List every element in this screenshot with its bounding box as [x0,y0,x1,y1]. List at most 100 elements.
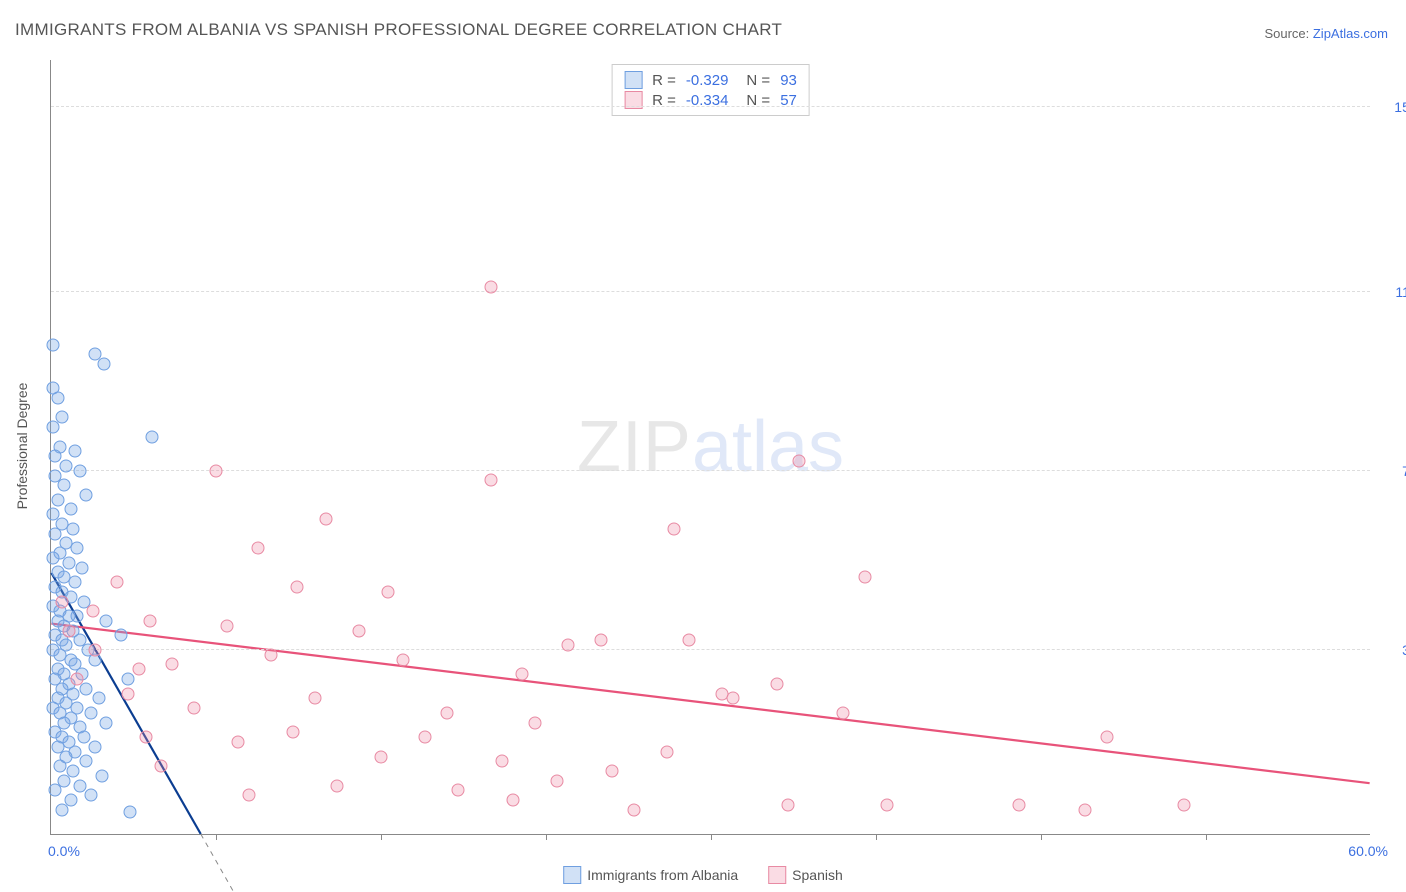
legend-stats-box: R =-0.329N =93R =-0.334N =57 [611,64,810,116]
data-point-albania [84,706,97,719]
data-point-spanish [353,624,366,637]
data-point-spanish [771,677,784,690]
data-point-albania [100,716,113,729]
legend-r-label: R = [652,72,676,89]
bottom-legend-swatch-spanish [768,866,786,884]
x-tick [1041,834,1042,840]
data-point-spanish [859,571,872,584]
bottom-legend: Immigrants from AlbaniaSpanish [563,866,843,884]
data-point-albania [93,692,106,705]
data-point-spanish [232,735,245,748]
data-point-spanish [793,455,806,468]
data-point-albania [58,479,71,492]
data-point-albania [60,459,73,472]
data-point-albania [75,561,88,574]
data-point-albania [49,784,62,797]
plot-area: ZIPatlas R =-0.329N =93R =-0.334N =57 3.… [50,60,1370,835]
data-point-albania [124,806,137,819]
data-point-albania [73,779,86,792]
x-tick [1206,834,1207,840]
data-point-albania [51,493,64,506]
data-point-albania [47,551,60,564]
data-point-spanish [837,706,850,719]
data-point-albania [67,522,80,535]
data-point-albania [115,629,128,642]
x-tick [546,834,547,840]
data-point-spanish [485,474,498,487]
legend-n-value: 93 [780,72,797,89]
data-point-albania [100,614,113,627]
data-point-spanish [1013,798,1026,811]
source-link[interactable]: ZipAtlas.com [1313,26,1388,41]
data-point-spanish [155,760,168,773]
data-point-spanish [251,542,264,555]
data-point-albania [80,755,93,768]
bottom-legend-label: Spanish [792,867,843,883]
bottom-legend-item-spanish: Spanish [768,866,843,884]
watermark-atlas: atlas [692,407,844,487]
data-point-spanish [727,692,740,705]
data-point-spanish [1101,731,1114,744]
data-point-spanish [485,280,498,293]
data-point-spanish [291,580,304,593]
data-point-albania [62,556,75,569]
y-axis-label: Professional Degree [14,383,30,510]
legend-r-value: -0.329 [686,72,729,89]
data-point-spanish [515,668,528,681]
regression-dash-albania [201,834,256,892]
data-point-spanish [166,658,179,671]
regression-lines-layer [51,60,1370,834]
data-point-albania [80,488,93,501]
data-point-albania [95,769,108,782]
data-point-spanish [243,789,256,802]
data-point-spanish [111,576,124,589]
data-point-spanish [595,634,608,647]
data-point-spanish [452,784,465,797]
x-axis-max-label: 60.0% [1348,843,1388,859]
data-point-albania [64,503,77,516]
data-point-spanish [188,702,201,715]
data-point-albania [73,464,86,477]
data-point-spanish [496,755,509,768]
x-tick [876,834,877,840]
data-point-spanish [661,745,674,758]
legend-n-label: N = [746,72,770,89]
y-tick-label: 11.2% [1378,284,1406,300]
regression-line-spanish [51,624,1369,784]
source-label: Source: [1264,26,1312,41]
data-point-spanish [287,726,300,739]
gridline-h [51,649,1370,650]
data-point-spanish [133,663,146,676]
data-point-albania [49,527,62,540]
data-point-spanish [56,595,69,608]
data-point-spanish [144,614,157,627]
data-point-albania [122,673,135,686]
data-point-albania [84,789,97,802]
data-point-albania [146,430,159,443]
data-point-spanish [86,605,99,618]
data-point-spanish [265,648,278,661]
data-point-albania [53,760,66,773]
data-point-albania [89,740,102,753]
data-point-spanish [507,794,520,807]
data-point-spanish [606,765,619,778]
watermark-zip: ZIP [577,407,692,487]
data-point-albania [51,392,64,405]
y-tick-label: 7.5% [1378,463,1406,479]
data-point-spanish [683,634,696,647]
data-point-spanish [375,750,388,763]
watermark: ZIPatlas [577,406,844,488]
data-point-spanish [320,513,333,526]
data-point-spanish [782,798,795,811]
data-point-spanish [139,731,152,744]
data-point-spanish [210,464,223,477]
chart-title: IMMIGRANTS FROM ALBANIA VS SPANISH PROFE… [15,20,782,40]
data-point-albania [56,803,69,816]
gridline-h [51,291,1370,292]
data-point-albania [71,542,84,555]
x-tick [381,834,382,840]
data-point-albania [47,338,60,351]
data-point-spanish [122,687,135,700]
data-point-spanish [89,643,102,656]
legend-stats-row-albania: R = -0.329 N = 93 [624,70,797,90]
